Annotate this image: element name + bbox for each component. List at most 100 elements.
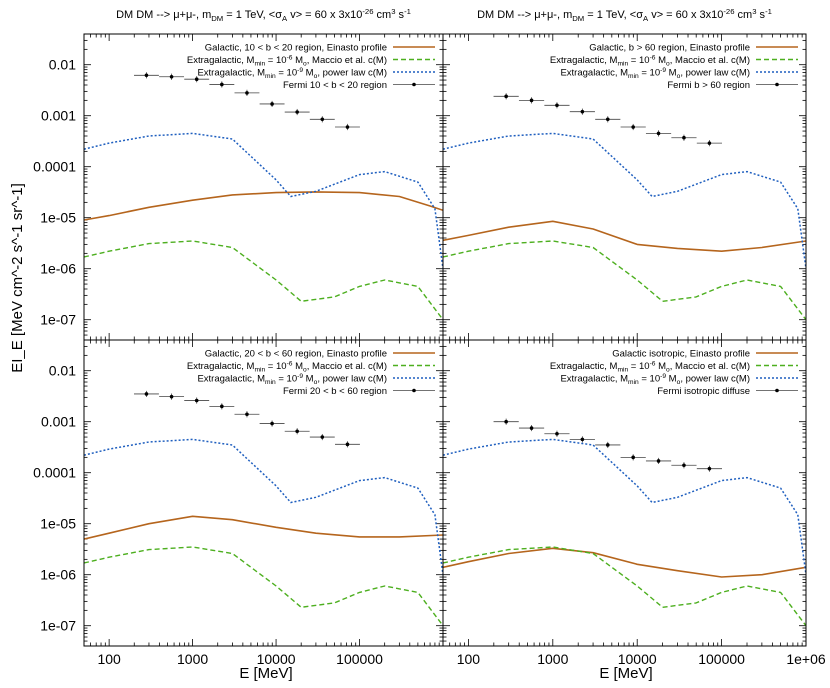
series-powerlaw <box>84 132 443 269</box>
y-tick-label: 1e-05 <box>40 516 76 532</box>
y-tick-label: 1e-05 <box>40 210 76 226</box>
legend-label: Extragalactic, Mmin​ = 10-6​ Mo​, Maccio… <box>187 361 387 374</box>
legend-label: Galactic, 20 < b < 60 region, Einasto pr… <box>205 349 387 360</box>
fermi-point <box>245 412 249 417</box>
fermi-point <box>270 102 274 106</box>
plot-frame <box>442 339 807 647</box>
legend: Galactic, b > 60 region, Einasto profile… <box>550 43 798 91</box>
y-tick-label: 0.01 <box>49 57 76 73</box>
panel-title: DM DM --> μ+μ-, mDM​ = 1 TeV, <σA​ v> = … <box>477 7 772 23</box>
plot-frame <box>83 33 444 341</box>
legend: Galactic isotropic, Einasto profileExtra… <box>550 349 798 397</box>
legend-label: Fermi isotropic diffuse <box>657 386 750 397</box>
panel-4: 100 1000 10000 100000 1e+06 Galactic isotropi… <box>442 339 826 667</box>
legend-swatch-point <box>775 82 779 87</box>
plot-frame <box>83 339 444 647</box>
plot-frame <box>442 33 807 341</box>
x-tick-label: 10000 <box>618 651 657 667</box>
axis-ticks <box>442 33 807 341</box>
fermi-point <box>682 463 686 468</box>
legend-label: Extragalactic, Mmin​ = 10-6​ Mo​, Maccio… <box>550 361 750 374</box>
curves <box>84 132 443 321</box>
legend-swatch-point <box>775 388 779 393</box>
fermi-point <box>631 125 635 129</box>
legend-label: Fermi 10 < b < 20 region <box>283 80 387 91</box>
fermi-point <box>504 419 508 424</box>
legend-label: Fermi b > 60 region <box>667 80 750 91</box>
axis-ticks <box>83 33 444 341</box>
legend-swatch-point <box>412 82 416 87</box>
legend-label: Galactic isotropic, Einasto profile <box>612 349 750 360</box>
y-tick-label: 0.001 <box>41 108 76 124</box>
legend-label: Galactic, 10 < b < 20 region, Einasto pr… <box>205 43 387 54</box>
fermi-point <box>605 443 610 447</box>
fermi-point <box>169 74 174 79</box>
panel-3: 0.01 0.001 0.0001 1e-05 1e-06 1e-07 100 1000 100… <box>33 339 444 667</box>
legend-swatch-point <box>412 388 416 393</box>
series-galactic <box>84 515 443 540</box>
series-powerlaw <box>84 438 443 575</box>
series-galactic <box>443 220 806 252</box>
legend-label: Extragalactic, Mmin​ = 10-9​ Mo​, power … <box>560 373 750 386</box>
legend-label: Extragalactic, Mmin​ = 10-6​ Mo​, Maccio… <box>550 55 750 68</box>
fermi-point <box>295 110 299 114</box>
fermi-point <box>270 421 274 426</box>
fermi-point <box>631 455 635 460</box>
axis-ticks <box>442 339 807 647</box>
series-maccio <box>443 546 806 627</box>
fermi-point <box>144 392 149 396</box>
series-powerlaw <box>443 438 806 575</box>
legend-label: Galactic, b > 60 region, Einasto profile <box>589 43 750 54</box>
fermi-point <box>220 404 224 409</box>
x-axis-label-left: E [MeV] <box>239 665 292 682</box>
fermi-point <box>144 73 149 78</box>
series-galactic <box>443 547 806 578</box>
fermi-point <box>194 77 199 81</box>
x-tick-label: 100 <box>457 651 481 667</box>
legend-label: Extragalactic, Mmin​ = 10-9​ Mo​, power … <box>197 67 387 80</box>
fermi-point <box>529 426 534 430</box>
x-tick-label: 1e+06 <box>786 651 826 667</box>
fermi-points <box>493 93 723 147</box>
legend: Galactic, 10 < b < 20 region, Einasto pr… <box>187 43 435 91</box>
fermi-point <box>682 135 686 140</box>
x-tick-label: 1000 <box>177 651 208 667</box>
panel-1: DM DM --> μ+μ-, mDM​ = 1 TeV, <σA​ v> = … <box>33 7 444 341</box>
x-axis-label-right: E [MeV] <box>599 665 652 682</box>
series-powerlaw <box>443 132 806 269</box>
axis-ticks <box>83 339 444 647</box>
series-maccio <box>84 546 443 627</box>
fermi-point <box>529 98 534 103</box>
fermi-point <box>707 466 712 471</box>
series-maccio <box>443 240 806 321</box>
y-tick-label: 0.01 <box>49 363 76 379</box>
fermi-points <box>493 418 723 472</box>
fermi-point <box>320 435 325 439</box>
panel-title: DM DM --> μ+μ-, mDM​ = 1 TeV, <σA​ v> = … <box>116 7 411 23</box>
fermi-point <box>707 141 712 145</box>
fermi-point <box>504 94 508 99</box>
fermi-point <box>345 125 350 129</box>
fermi-point <box>580 437 585 442</box>
legend-label: Fermi 20 < b < 60 region <box>283 386 387 397</box>
panel-2: DM DM --> μ+μ-, mDM​ = 1 TeV, <σA​ v> = … <box>442 7 807 341</box>
fermi-point <box>555 103 559 108</box>
fermi-point <box>295 429 299 434</box>
x-tick-label: 10000 <box>257 651 296 667</box>
fermi-point <box>245 91 249 95</box>
fermi-point <box>656 459 661 463</box>
y-tick-label: 0.001 <box>41 414 76 430</box>
fermi-point <box>320 117 325 122</box>
fermi-point <box>605 117 610 122</box>
y-tick-label: 0.0001 <box>33 465 76 481</box>
x-tick-label: 1000 <box>537 651 568 667</box>
curves <box>84 438 443 627</box>
legend: Galactic, 20 < b < 60 region, Einasto pr… <box>187 349 435 397</box>
y-tick-label: 0.0001 <box>33 159 76 175</box>
fermi-point <box>580 109 585 114</box>
y-axis-label: EI_E [MeV cm^-2 s^-1 sr^-1] <box>9 183 26 373</box>
legend-label: Extragalactic, Mmin​ = 10-9​ Mo​, power … <box>197 373 387 386</box>
curves <box>443 132 806 321</box>
series-galactic <box>84 191 443 221</box>
